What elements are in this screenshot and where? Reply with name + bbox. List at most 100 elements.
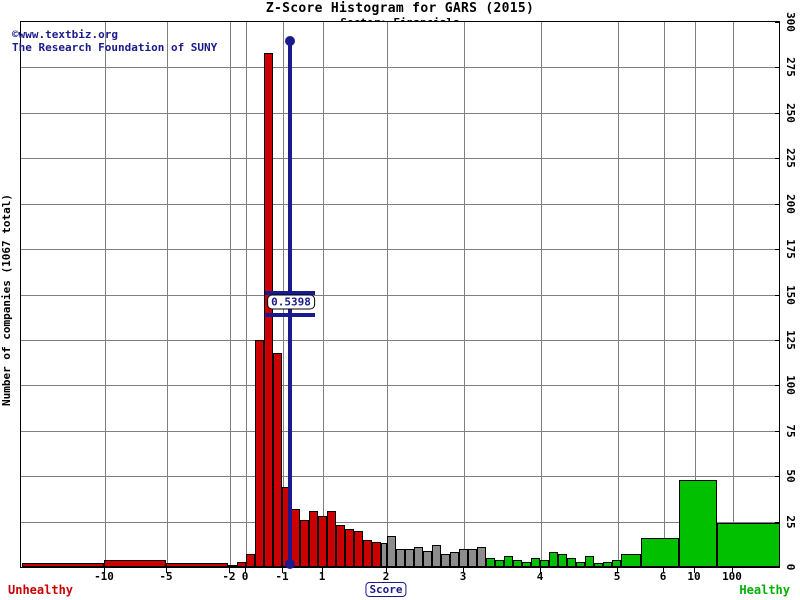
histogram-bar bbox=[354, 530, 363, 567]
histogram-bar bbox=[387, 536, 396, 567]
histogram-bar bbox=[603, 561, 612, 567]
histogram-bar bbox=[641, 537, 679, 567]
y-tick-mark bbox=[775, 476, 780, 478]
x-axis-title: Score bbox=[365, 582, 407, 597]
histogram-bar bbox=[717, 523, 780, 567]
x-tick-label: 2 bbox=[382, 570, 390, 583]
y-axis-title: Number of companies (1067 total) bbox=[0, 194, 13, 406]
histogram-bar bbox=[264, 52, 273, 567]
histogram-bar bbox=[327, 510, 336, 567]
gridline-vertical bbox=[246, 22, 247, 567]
y-tick-mark bbox=[775, 521, 780, 523]
gridline-vertical bbox=[733, 22, 734, 567]
y-tick-mark bbox=[775, 203, 780, 205]
y-tick-label: 225 bbox=[784, 148, 797, 169]
gridline-vertical bbox=[230, 22, 231, 567]
y-tick-label: 100 bbox=[784, 375, 797, 396]
x-tick-mark bbox=[166, 568, 167, 573]
credit-line-2: The Research Foundation of SUNY bbox=[12, 41, 218, 54]
histogram-bar bbox=[228, 565, 237, 567]
gridline-horizontal bbox=[21, 67, 779, 69]
x-tick-label: 4 bbox=[536, 570, 544, 583]
gridline-vertical bbox=[105, 22, 106, 567]
y-tick-label: 75 bbox=[784, 424, 797, 438]
histogram-bar bbox=[612, 559, 621, 567]
y-tick-label: 200 bbox=[784, 193, 797, 214]
gridline-horizontal bbox=[21, 158, 779, 160]
gridline-vertical bbox=[323, 22, 324, 567]
histogram-bar bbox=[237, 561, 246, 567]
histogram-bar bbox=[495, 559, 504, 567]
marker-whisker-lower bbox=[265, 312, 315, 317]
y-tick-mark bbox=[775, 67, 780, 69]
histogram-bar bbox=[273, 352, 282, 567]
y-tick-mark bbox=[775, 430, 780, 432]
histogram-bar bbox=[381, 543, 387, 567]
x-tick-mark bbox=[386, 568, 387, 573]
gridline-vertical bbox=[464, 22, 465, 567]
histogram-bar bbox=[531, 557, 540, 567]
histogram-bar bbox=[558, 554, 567, 567]
histogram-bar bbox=[291, 508, 300, 567]
x-tick-mark bbox=[229, 568, 230, 573]
histogram-bar bbox=[621, 554, 641, 567]
y-tick-label: 175 bbox=[784, 239, 797, 260]
marker-dot-top bbox=[285, 36, 295, 46]
gridline-vertical bbox=[387, 22, 388, 567]
histogram-bar bbox=[432, 545, 441, 567]
histogram-bar bbox=[450, 552, 459, 567]
x-tick-label: 0 bbox=[241, 570, 249, 583]
gridline-vertical bbox=[695, 22, 696, 567]
gridline-horizontal bbox=[21, 249, 779, 251]
zone-label-healthy: Healthy bbox=[739, 583, 790, 597]
y-tick-label: 150 bbox=[784, 284, 797, 305]
histogram-bar bbox=[459, 548, 468, 567]
y-tick-mark bbox=[775, 385, 780, 387]
y-tick-mark bbox=[775, 567, 780, 568]
histogram-bar bbox=[567, 557, 576, 567]
histogram-bar bbox=[441, 554, 450, 567]
histogram-bar bbox=[585, 556, 594, 567]
histogram-bar bbox=[363, 539, 372, 567]
gridline-horizontal bbox=[21, 294, 779, 296]
y-tick-mark bbox=[775, 339, 780, 341]
x-tick-mark bbox=[282, 568, 283, 573]
x-tick-label: -1 bbox=[275, 570, 289, 583]
gridline-horizontal bbox=[21, 339, 779, 341]
histogram-bar bbox=[576, 561, 585, 567]
x-tick-mark bbox=[104, 568, 105, 573]
x-tick-label: 5 bbox=[613, 570, 621, 583]
y-tick-label: 250 bbox=[784, 102, 797, 123]
y-tick-mark bbox=[775, 22, 780, 23]
gridline-horizontal bbox=[21, 112, 779, 114]
marker-whisker-upper bbox=[265, 290, 315, 295]
x-tick-mark bbox=[694, 568, 695, 573]
histogram-bar bbox=[679, 479, 717, 567]
gridline-horizontal bbox=[21, 476, 779, 478]
y-tick-mark bbox=[775, 112, 780, 114]
gridline-horizontal bbox=[21, 521, 779, 523]
x-tick-mark bbox=[322, 568, 323, 573]
copyright-credit: ©www.textbiz.org The Research Foundation … bbox=[12, 28, 217, 54]
plot-area: 0.5398 bbox=[20, 21, 780, 569]
x-tick-mark bbox=[617, 568, 618, 573]
marker-value-label: 0.5398 bbox=[267, 294, 315, 310]
x-tick-label: 100 bbox=[722, 570, 742, 583]
y-tick-label: 25 bbox=[784, 514, 797, 529]
gridline-vertical bbox=[664, 22, 665, 567]
gridline-horizontal bbox=[21, 430, 779, 432]
histogram-bar bbox=[513, 559, 522, 567]
histogram-bar bbox=[486, 557, 495, 567]
histogram-bar bbox=[22, 563, 104, 567]
x-tick-mark bbox=[732, 568, 733, 573]
histogram-bar bbox=[504, 556, 513, 567]
histogram-bar bbox=[549, 552, 558, 567]
histogram-bar bbox=[336, 525, 345, 567]
y-tick-mark bbox=[775, 294, 780, 296]
histogram-bar bbox=[300, 519, 309, 567]
y-tick-label: 275 bbox=[784, 57, 797, 78]
x-tick-mark bbox=[663, 568, 664, 573]
zone-label-unhealthy: Unhealthy bbox=[8, 583, 74, 597]
y-tick-mark bbox=[775, 249, 780, 251]
